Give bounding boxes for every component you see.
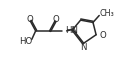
Text: O: O bbox=[99, 31, 106, 40]
Text: HN: HN bbox=[65, 26, 78, 35]
Text: HO: HO bbox=[19, 37, 32, 46]
Text: N: N bbox=[80, 43, 87, 52]
Text: O: O bbox=[52, 15, 59, 24]
Text: CH₃: CH₃ bbox=[100, 9, 115, 18]
Text: O: O bbox=[26, 15, 33, 24]
